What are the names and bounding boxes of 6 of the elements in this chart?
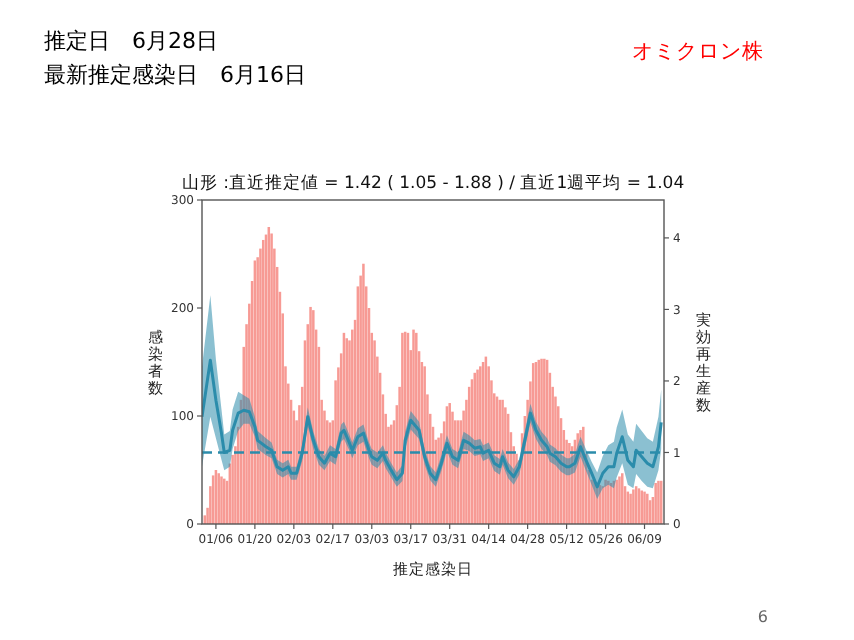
text: 6 — [757, 608, 768, 626]
chart-title: 山形 :直近推定値 = 1.42 ( 1.05 - 1.88 ) / 直近1週平均 = 1.04 — [181, 172, 685, 194]
line-series — [202, 358, 663, 489]
text: 推定日 6月28日 — [44, 28, 218, 54]
text: オミクロン株 — [632, 38, 764, 64]
text: 最新推定感染日 6月16日 — [44, 62, 306, 88]
